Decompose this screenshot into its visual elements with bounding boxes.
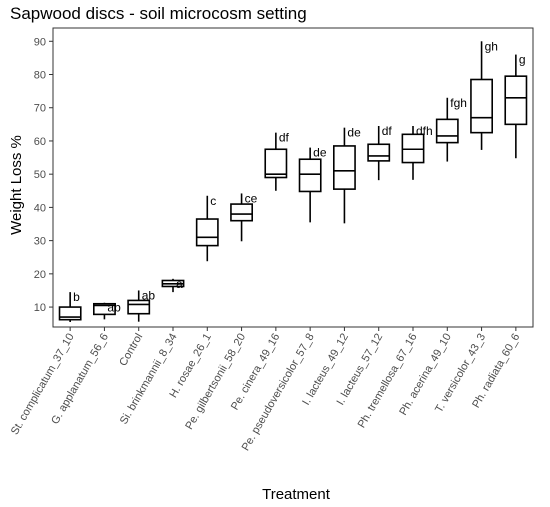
significance-letter: de bbox=[313, 146, 327, 160]
significance-letter: df bbox=[279, 131, 290, 145]
y-tick-label: 80 bbox=[34, 70, 46, 82]
x-tick-label: Control bbox=[117, 332, 145, 369]
significance-letter: ce bbox=[245, 191, 258, 205]
y-tick-label: 50 bbox=[34, 169, 46, 181]
significance-letter: dfh bbox=[416, 124, 433, 138]
y-tick-label: 20 bbox=[34, 269, 46, 281]
significance-letter: c bbox=[210, 194, 216, 208]
significance-letter: b bbox=[73, 290, 80, 304]
box-iqr bbox=[93, 302, 116, 316]
significance-letter: a bbox=[176, 277, 183, 291]
y-tick-label: 10 bbox=[34, 302, 46, 314]
significance-letter: gh bbox=[485, 39, 498, 53]
significance-letter: fgh bbox=[450, 96, 467, 110]
significance-letter: de bbox=[347, 126, 361, 140]
y-tick-label: 30 bbox=[34, 236, 46, 248]
box-iqr bbox=[367, 143, 391, 162]
chart-title: Sapwood discs - soil microcosm setting bbox=[10, 4, 307, 23]
y-axis-title: Weight Loss % bbox=[8, 135, 25, 235]
y-tick-label: 40 bbox=[34, 202, 46, 214]
significance-letter: df bbox=[382, 124, 393, 138]
significance-letter: g bbox=[519, 53, 526, 67]
plot-area: 10 20 30 40 50 60 70 80 90 b ab ab a c ce df de de df dfh fg… bbox=[9, 27, 534, 453]
box-iqr bbox=[401, 133, 425, 164]
y-tick-label: 70 bbox=[34, 103, 46, 115]
box-iqr bbox=[435, 118, 459, 144]
significance-letter: ab bbox=[107, 301, 121, 315]
box-iqr bbox=[264, 148, 288, 179]
box-iqr bbox=[298, 158, 322, 193]
box-iqr bbox=[470, 78, 494, 134]
x-axis-title: Treatment bbox=[262, 486, 331, 503]
y-tick-label: 90 bbox=[34, 36, 46, 48]
plot-panel-border bbox=[52, 27, 534, 328]
box-iqr bbox=[504, 75, 528, 126]
box-iqr bbox=[230, 203, 253, 222]
box-iqr bbox=[332, 145, 356, 190]
significance-letter: ab bbox=[142, 288, 156, 302]
x-tick-label: St. complicatum_37_10 bbox=[9, 332, 77, 438]
box-iqr bbox=[195, 218, 219, 247]
y-tick-label: 60 bbox=[34, 136, 46, 148]
x-tick-label: Pe. gilbertsonii_58_20 bbox=[183, 332, 248, 432]
